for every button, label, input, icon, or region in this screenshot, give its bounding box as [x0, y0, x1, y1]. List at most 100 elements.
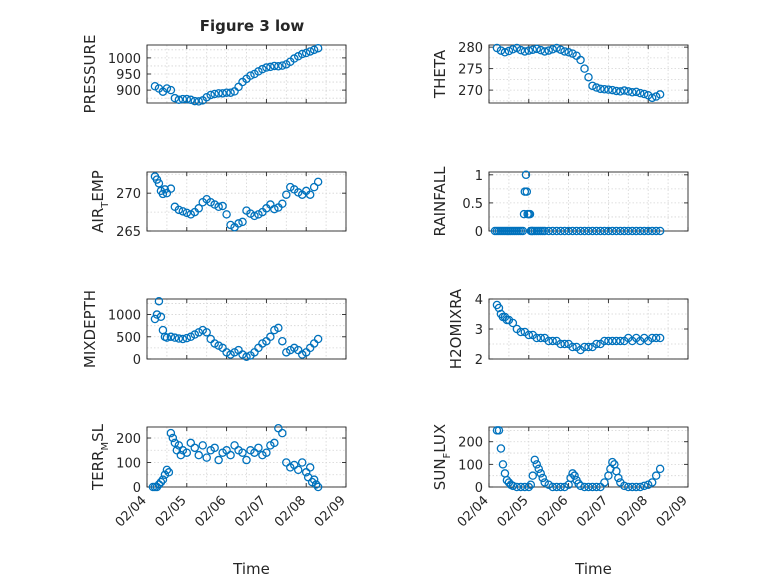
data-point [305, 190, 315, 199]
data-point [647, 478, 657, 487]
data-point [600, 336, 609, 346]
data-point [556, 226, 565, 236]
data-point [222, 210, 231, 219]
data-point [512, 482, 522, 492]
data-point [524, 46, 534, 55]
data-point [518, 226, 528, 236]
data-point [520, 47, 530, 56]
y-tick-label: 270 [116, 187, 141, 202]
data-point [655, 464, 665, 474]
data-point [516, 482, 526, 492]
data-point [639, 481, 649, 491]
data-point [494, 303, 504, 313]
data-point [604, 85, 613, 94]
data-point [305, 47, 315, 56]
data-point [274, 323, 283, 333]
data-point [309, 475, 319, 484]
data-point [166, 184, 176, 193]
data-point [635, 226, 645, 236]
y-tick-label: 0 [475, 225, 483, 240]
y-axis-label: TERRMSL [89, 423, 111, 491]
subplot-theta: 270 275 280 THETA [431, 41, 689, 104]
data-point [218, 201, 227, 211]
data-point [608, 226, 617, 236]
data-point [655, 333, 665, 343]
x-tick-label: 02/07 [574, 493, 611, 530]
data-point [570, 471, 579, 480]
x-tick-label: 02/09 [654, 493, 691, 530]
data-point [498, 460, 508, 469]
data-point [516, 45, 526, 55]
data-point [274, 62, 283, 71]
data-point [524, 482, 534, 492]
y-tick-label: 4 [475, 293, 483, 308]
data-point [624, 87, 633, 96]
y-axis-label: RAINFALL [431, 166, 449, 237]
y-tick-label: 1 [475, 169, 483, 184]
data-point [210, 443, 219, 453]
data-point [182, 448, 192, 457]
data-point [608, 336, 617, 346]
y-tick-label: 100 [458, 458, 483, 473]
data-point [508, 481, 518, 491]
data-point [266, 62, 275, 72]
data-point [560, 339, 569, 349]
data-point [270, 204, 279, 214]
y-tick-label: 0.5 [462, 197, 483, 212]
data-point [182, 208, 192, 218]
data-point [234, 82, 243, 92]
data-point [528, 471, 538, 480]
data-point [584, 72, 593, 82]
data-point [516, 327, 526, 337]
data-point [580, 64, 589, 73]
data-point [596, 226, 605, 236]
data-point [178, 94, 188, 104]
data-point [616, 87, 625, 96]
y-axis-label: MIXDEPTH [81, 290, 99, 368]
y-tick-label: 275 [458, 63, 483, 78]
data-point [548, 45, 557, 54]
y-axis-label: PRESSURE [81, 35, 99, 114]
data-point [556, 482, 565, 492]
x-tick-label: 02/05 [495, 493, 532, 530]
data-point [592, 226, 601, 236]
y-tick-label: 1000 [108, 52, 141, 67]
data-point [202, 328, 211, 337]
data-point [568, 469, 577, 478]
y-tick-label: 2 [475, 353, 483, 368]
data-point [536, 333, 545, 343]
data-point [540, 226, 549, 236]
data-point [293, 465, 303, 475]
data-point [301, 48, 311, 58]
subplot-sun-flux: 0 100 200 02/04 02/05 02/06 02/07 02/08 02/09 Tim… [431, 424, 691, 578]
axes-frame [146, 298, 347, 360]
data-point [556, 339, 565, 349]
data-point [305, 463, 315, 472]
x-tick-label: 02/04 [113, 493, 150, 530]
data-point [624, 226, 633, 236]
data-point [592, 339, 601, 349]
data-point [164, 468, 174, 477]
data-point [182, 94, 192, 104]
data-point [564, 48, 573, 57]
data-point [532, 333, 542, 343]
data-point [528, 45, 538, 54]
data-point [194, 204, 203, 213]
data-point [262, 448, 271, 457]
data-point [616, 336, 625, 346]
data-point [536, 45, 545, 55]
data-point [600, 226, 609, 236]
data-point [297, 458, 307, 467]
data-point [278, 428, 287, 438]
data-point [166, 332, 176, 342]
data-point [544, 46, 553, 55]
axes-frame [146, 171, 347, 232]
data-point [508, 318, 518, 328]
data-point [311, 480, 321, 489]
axes-frame [146, 426, 347, 488]
data-point [162, 333, 172, 342]
data-point [496, 46, 506, 55]
data-point [206, 90, 215, 100]
data-point [647, 333, 657, 343]
data-point [588, 482, 597, 492]
